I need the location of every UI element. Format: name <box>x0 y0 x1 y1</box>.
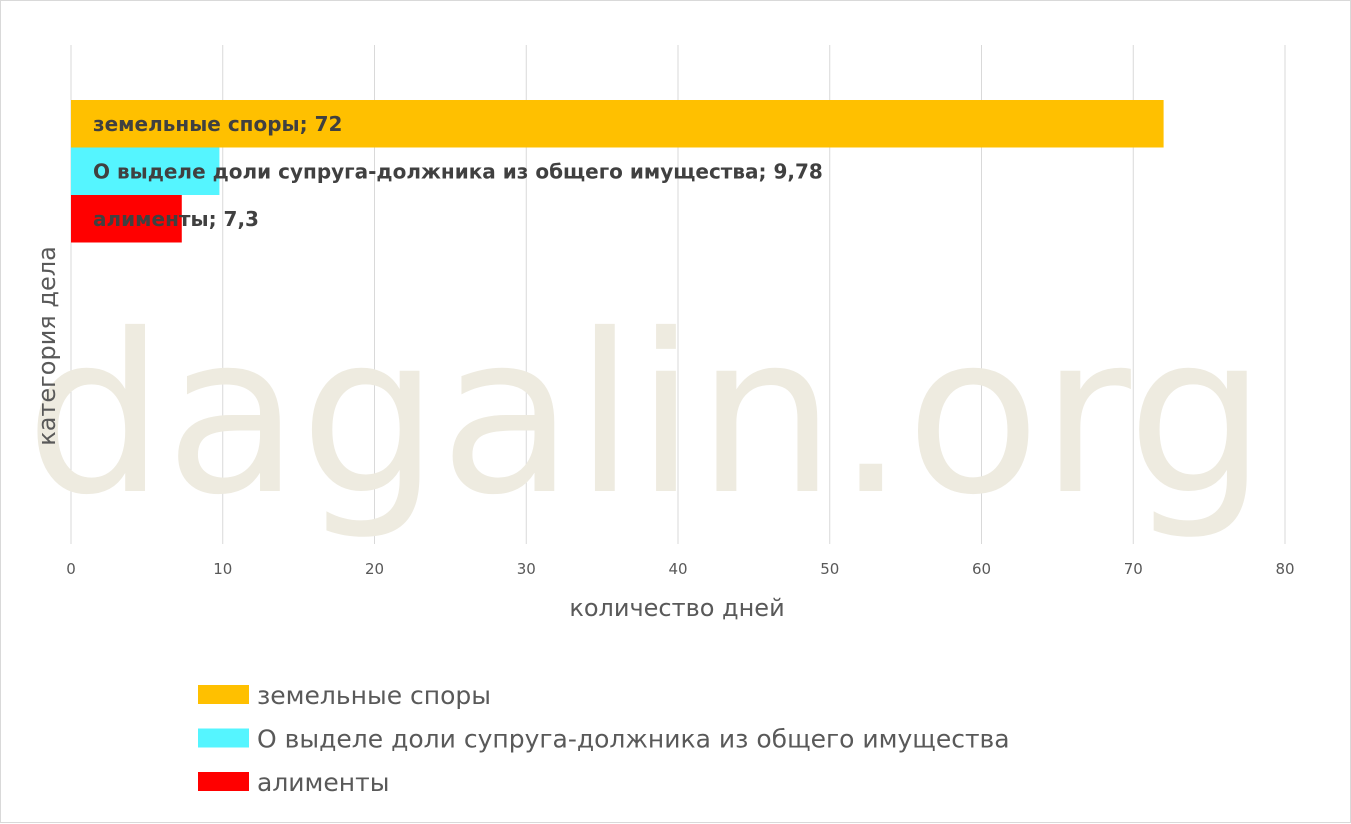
legend-label-2: алименты <box>257 768 389 797</box>
legend-label-1: О выделе доли супруга-должника из общего… <box>257 725 1010 754</box>
bar-0 <box>71 100 1164 148</box>
bars: земельные споры; 72 О выделе доли супруга… <box>71 100 1164 243</box>
legend-swatch-1 <box>198 728 249 748</box>
watermark: dagalin.org <box>25 287 1266 543</box>
legend-swatch-2 <box>198 772 249 791</box>
x-tick-labels: 0 10 20 30 40 50 60 70 80 <box>66 560 1294 578</box>
data-label-0: земельные споры; 72 <box>93 112 342 136</box>
bar-2 <box>71 195 182 243</box>
x-tick-label-60: 60 <box>972 560 991 578</box>
x-tick-label-50: 50 <box>820 560 839 578</box>
x-tick-label-20: 20 <box>365 560 384 578</box>
legend-swatch-0 <box>198 685 249 704</box>
x-tick-label-70: 70 <box>1124 560 1143 578</box>
legend-label-0: земельные споры <box>257 681 491 710</box>
x-tick-label-0: 0 <box>66 560 76 578</box>
x-tick-label-30: 30 <box>517 560 536 578</box>
x-tick-label-10: 10 <box>213 560 232 578</box>
x-axis-title: количество дней <box>569 594 784 622</box>
legend: земельные споры О выделе доли супруга-дол… <box>198 681 1010 797</box>
x-tick-label-80: 80 <box>1275 560 1294 578</box>
data-label-2: алименты; 7,3 <box>93 207 259 231</box>
bar-1 <box>71 147 220 195</box>
data-label-1: О выделе доли супруга-должника из общего… <box>93 159 823 183</box>
y-axis-title: категория дела <box>33 246 61 446</box>
x-tick-label-40: 40 <box>668 560 687 578</box>
